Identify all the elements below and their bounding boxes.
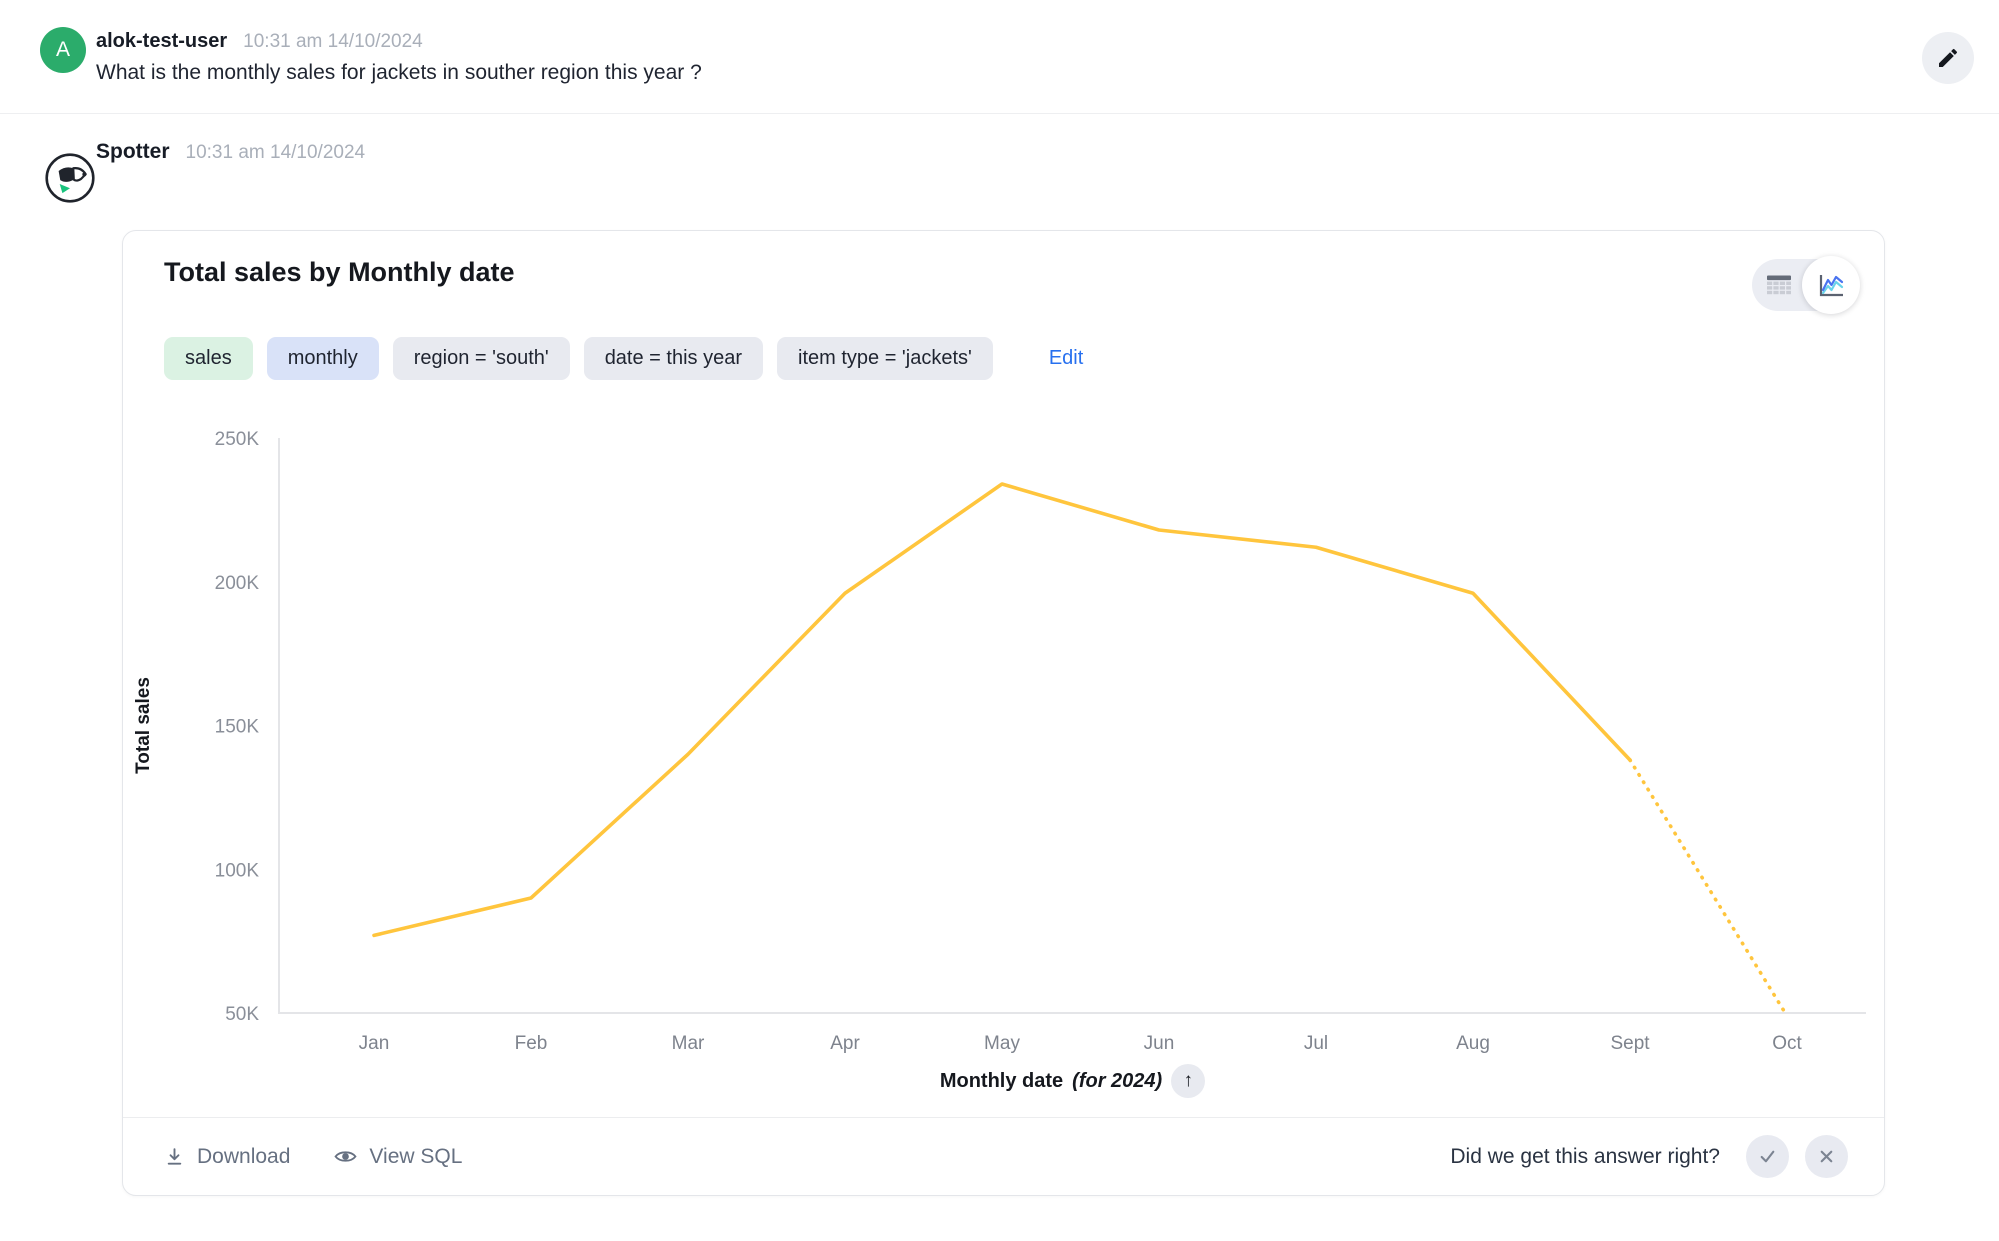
y-axis-tick-label: 200K	[215, 573, 260, 594]
table-icon	[1766, 274, 1792, 296]
up-arrow-icon: ↑	[1183, 1070, 1193, 1091]
user-message-header: alok-test-user 10:31 am 14/10/2024	[96, 30, 423, 53]
x-axis-tick-label: Jun	[1144, 1033, 1175, 1054]
x-axis-tick-label: May	[984, 1033, 1020, 1054]
line-chart: 50K 100K 150K 200K 250K Jan Feb Mar Apr May Jun Jul…	[123, 409, 1886, 1065]
close-icon	[1818, 1148, 1835, 1165]
chip-region-filter[interactable]: region = 'south'	[392, 337, 570, 380]
chart-view-button[interactable]	[1802, 256, 1860, 314]
answer-card: Total sales by Monthly date	[122, 230, 1885, 1196]
y-axis-tick-label: 50K	[225, 1004, 259, 1025]
feedback-group: Did we get this answer right?	[1450, 1135, 1848, 1178]
y-axis-tick-label: 100K	[215, 860, 260, 881]
download-button[interactable]: Download	[164, 1145, 290, 1169]
message-divider	[0, 113, 1999, 114]
series-line-projected-dotted	[1628, 758, 1789, 1018]
edit-message-button[interactable]	[1922, 32, 1974, 84]
download-label: Download	[197, 1144, 291, 1168]
series-line-solid	[372, 482, 1632, 938]
x-axis-tick-label: Jul	[1304, 1033, 1328, 1054]
table-view-button[interactable]	[1752, 259, 1806, 311]
view-mode-toggle[interactable]	[1752, 256, 1860, 314]
x-axis-tick-label: Jan	[359, 1033, 390, 1054]
edit-query-button[interactable]: Edit	[1048, 347, 1084, 369]
user-avatar-initial: A	[55, 38, 70, 61]
chip-monthly[interactable]: monthly	[266, 337, 379, 380]
eye-icon	[334, 1148, 358, 1165]
y-axis-title: Total sales	[133, 677, 154, 774]
pencil-icon	[1936, 46, 1960, 70]
x-axis-tick-label: Apr	[830, 1033, 860, 1054]
y-axis-tick-label: 150K	[215, 717, 260, 738]
username: alok-test-user	[96, 30, 228, 52]
user-message-timestamp: 10:31 am 14/10/2024	[243, 31, 423, 52]
chip-sales[interactable]: sales	[164, 337, 253, 380]
y-axis-tick-label: 250K	[215, 429, 260, 450]
chart-title: Total sales by Monthly date	[164, 257, 515, 287]
x-axis-tick-label: Feb	[515, 1033, 548, 1054]
answer-incorrect-button[interactable]	[1805, 1135, 1848, 1178]
x-axis-tick-label: Sept	[1610, 1033, 1650, 1054]
feedback-question: Did we get this answer right?	[1450, 1144, 1720, 1168]
x-axis-tick-label: Aug	[1456, 1033, 1490, 1054]
bot-message-header: Spotter 10:31 am 14/10/2024	[96, 140, 365, 164]
answer-correct-button[interactable]	[1746, 1135, 1789, 1178]
x-axis-title-suffix: (for 2024)	[1072, 1069, 1163, 1092]
answer-card-footer: Download View SQL Did we get this answer…	[123, 1117, 1884, 1195]
spotter-avatar	[44, 152, 96, 204]
x-axis-tick-label: Oct	[1772, 1033, 1802, 1054]
user-avatar: A	[40, 27, 86, 73]
bot-name: Spotter	[96, 140, 170, 163]
user-message-text: What is the monthly sales for jackets in…	[96, 61, 702, 84]
axis-lines	[278, 438, 1866, 1014]
view-sql-label: View SQL	[369, 1144, 463, 1168]
line-chart-icon	[1817, 272, 1845, 298]
x-axis-tick-label: Mar	[672, 1033, 705, 1054]
spotter-dog-logo	[45, 153, 95, 203]
query-token-row: sales monthly region = 'south' date = th…	[164, 337, 1083, 380]
x-axis-title: Monthly date (for 2024) ↑	[279, 1061, 1866, 1101]
bot-message-timestamp: 10:31 am 14/10/2024	[185, 142, 366, 163]
chip-item-type-filter[interactable]: item type = 'jackets'	[777, 337, 993, 380]
check-icon	[1758, 1147, 1777, 1166]
download-icon	[164, 1146, 185, 1167]
sort-ascending-button[interactable]: ↑	[1171, 1064, 1206, 1098]
x-axis-title-text: Monthly date	[939, 1069, 1064, 1092]
chip-date-filter[interactable]: date = this year	[583, 337, 763, 380]
view-sql-button[interactable]: View SQL	[334, 1145, 462, 1169]
